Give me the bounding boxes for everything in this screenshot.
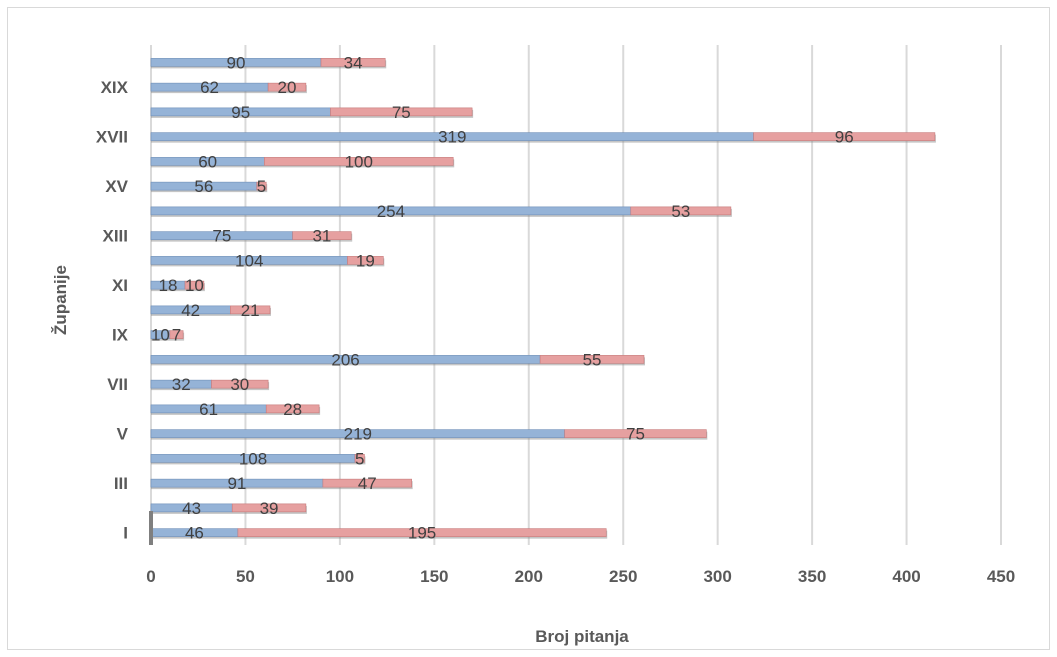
bar-segment-series-2 (264, 157, 454, 166)
data-label-series-2: 5 (257, 177, 266, 196)
data-label-series-1: 108 (239, 449, 267, 468)
x-tick-label: 250 (609, 567, 637, 586)
x-tick-label: 50 (236, 567, 255, 586)
bar-segment-series-2 (267, 82, 307, 92)
data-label-series-1: 42 (181, 301, 200, 320)
x-tick-label: 300 (703, 567, 731, 586)
data-label-series-2: 21 (241, 301, 260, 320)
gridlines (150, 45, 1002, 545)
bar-segment-series-2 (630, 206, 732, 216)
bar-segment-series-2 (322, 478, 412, 488)
bar-segment-series-2 (564, 429, 707, 438)
bars (149, 58, 936, 545)
axis-baseline-marker (149, 511, 153, 545)
data-label-series-2: 10 (185, 276, 204, 295)
x-tick-label: 350 (798, 567, 826, 586)
data-label-series-2: 7 (172, 326, 181, 345)
x-tick-label: 200 (515, 567, 543, 586)
data-label-series-2: 28 (283, 400, 302, 419)
bar-segment-series-2 (169, 330, 184, 339)
data-label-series-2: 96 (835, 128, 854, 147)
bar-segment-series-2 (256, 181, 267, 191)
x-axis-ticks: 0 50 100 150 200 250 300 350 400 450 (146, 567, 1015, 586)
y-tick-label: XV (105, 177, 128, 196)
data-label-series-2: 20 (278, 78, 297, 97)
data-label-series-1: 10 (151, 326, 170, 345)
x-tick-label: 100 (326, 567, 354, 586)
data-label-series-1: 95 (231, 103, 250, 122)
data-label-series-2: 34 (344, 53, 363, 72)
y-axis-title: Županije (51, 265, 70, 335)
x-tick-label: 450 (987, 567, 1015, 586)
data-label-series-1: 62 (200, 78, 219, 97)
data-label-series-2: 75 (392, 103, 411, 122)
y-tick-label: XIX (101, 78, 129, 97)
bar-segment-series-2 (231, 503, 307, 513)
data-label-series-1: 18 (159, 276, 178, 295)
data-label-series-1: 60 (198, 152, 217, 171)
y-tick-label: III (114, 474, 128, 493)
data-label-series-1: 43 (182, 499, 201, 518)
data-label-series-1: 61 (199, 400, 218, 419)
bar-segment-series-2 (539, 355, 645, 364)
y-tick-label: XI (112, 276, 128, 295)
x-tick-label: 0 (146, 567, 155, 586)
bar-segment-series-2 (347, 256, 384, 265)
y-tick-label: XVII (96, 128, 128, 147)
bar-segment-series-2 (330, 107, 473, 117)
data-label-series-1: 254 (377, 202, 405, 221)
bar-segment-series-2 (237, 528, 607, 537)
data-label-series-1: 206 (331, 350, 359, 369)
data-label-series-1: 104 (235, 251, 263, 270)
data-label-series-1: 32 (172, 375, 191, 394)
data-label-series-2: 31 (312, 227, 331, 246)
y-tick-label: IX (112, 326, 129, 345)
bar-segment-series-2 (753, 132, 936, 141)
bar-segment-series-2 (211, 379, 269, 389)
bar-segment-series-2 (292, 231, 352, 240)
bar-segment-series-2 (320, 58, 386, 67)
data-label-series-2: 5 (355, 449, 364, 468)
bar-segment-series-2 (184, 280, 205, 290)
bar-segment-series-2 (265, 404, 320, 414)
data-label-series-2: 195 (408, 524, 436, 543)
y-tick-label: XIII (102, 227, 128, 246)
data-label-series-1: 46 (185, 524, 204, 543)
x-tick-label: 150 (420, 567, 448, 586)
data-label-series-2: 100 (345, 152, 373, 171)
data-label-series-2: 30 (230, 375, 249, 394)
y-tick-label: I (123, 524, 128, 543)
data-label-series-1: 219 (344, 425, 372, 444)
bar-segment-series-2 (230, 305, 271, 315)
data-label-series-1: 90 (227, 53, 246, 72)
x-axis-title: Broj pitanja (535, 627, 629, 646)
data-label-series-2: 19 (356, 251, 375, 270)
data-label-series-2: 39 (260, 499, 279, 518)
y-tick-label: VII (107, 375, 128, 394)
bar-segment-series-2 (354, 454, 365, 463)
data-label-series-2: 75 (626, 425, 645, 444)
data-label-series-2: 47 (358, 474, 377, 493)
data-label-series-2: 55 (583, 350, 602, 369)
x-tick-label: 400 (892, 567, 920, 586)
data-label-series-2: 53 (671, 202, 690, 221)
data-label-series-1: 56 (194, 177, 213, 196)
data-label-series-1: 75 (212, 227, 231, 246)
data-label-series-1: 319 (438, 128, 466, 147)
data-label-series-1: 91 (227, 474, 246, 493)
y-tick-label: V (117, 425, 129, 444)
